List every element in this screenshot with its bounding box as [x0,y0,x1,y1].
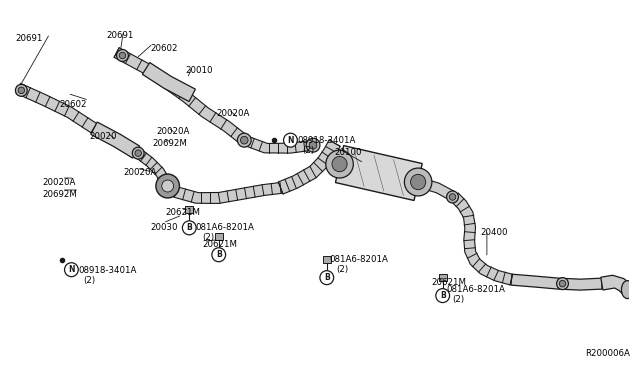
Polygon shape [335,145,422,201]
Circle shape [447,191,458,203]
Polygon shape [417,177,455,201]
Text: (2): (2) [202,233,214,242]
Text: 08918-3401A: 08918-3401A [298,136,356,145]
Circle shape [436,289,449,302]
Circle shape [411,174,426,190]
FancyBboxPatch shape [186,206,193,213]
Circle shape [15,84,28,96]
Circle shape [156,174,179,198]
Circle shape [284,133,298,147]
Text: B: B [186,223,192,232]
Text: 08918-3401A: 08918-3401A [78,266,137,275]
Polygon shape [114,48,248,144]
Polygon shape [601,275,632,295]
Text: 20692M: 20692M [152,139,187,148]
Text: 081A6-8201A: 081A6-8201A [447,285,506,294]
Text: 20020A: 20020A [42,178,76,187]
Circle shape [135,150,141,156]
Circle shape [306,138,320,152]
Text: 20020: 20020 [89,132,116,141]
FancyBboxPatch shape [215,233,223,240]
Polygon shape [16,83,97,133]
Text: 20020A: 20020A [217,109,250,118]
Circle shape [182,221,196,235]
Text: 20692M: 20692M [42,190,77,199]
Polygon shape [243,135,314,153]
Text: 20621M: 20621M [202,240,237,249]
Ellipse shape [621,280,633,299]
Text: R200006A: R200006A [585,349,630,358]
Circle shape [449,194,456,200]
Circle shape [18,87,24,94]
Text: N: N [68,265,75,274]
Text: 20602: 20602 [150,44,177,52]
Polygon shape [451,193,513,285]
Text: N: N [287,136,294,145]
Polygon shape [142,62,195,102]
Circle shape [332,156,347,172]
Circle shape [65,263,78,277]
Circle shape [237,133,251,147]
Circle shape [132,147,144,159]
Circle shape [241,136,248,144]
Text: 20621M: 20621M [431,278,466,287]
Circle shape [119,52,125,59]
Text: 20602: 20602 [60,100,87,109]
Text: (2): (2) [302,146,314,155]
Circle shape [320,271,333,285]
Circle shape [309,141,317,149]
Polygon shape [174,183,281,203]
Text: 20020A: 20020A [124,168,157,177]
Circle shape [162,180,173,192]
FancyBboxPatch shape [439,274,447,280]
Text: 20691: 20691 [15,33,43,42]
Circle shape [404,168,432,196]
Text: 20621M: 20621M [166,208,201,217]
Polygon shape [278,140,340,194]
Text: 20400: 20400 [480,228,508,237]
Circle shape [557,278,568,290]
Circle shape [116,49,129,61]
Text: (2): (2) [452,295,465,304]
Text: 20100: 20100 [335,148,362,157]
Text: 20691: 20691 [107,31,134,39]
Text: B: B [216,250,221,259]
Text: 081A6-8201A: 081A6-8201A [330,255,388,264]
Circle shape [212,248,226,262]
Polygon shape [91,122,140,158]
Polygon shape [511,274,602,290]
Text: (2): (2) [337,265,349,274]
Circle shape [326,150,353,178]
Text: B: B [440,291,445,300]
Text: 20030: 20030 [150,223,177,232]
Text: 081A6-8201A: 081A6-8201A [195,223,254,232]
Text: 20020A: 20020A [156,127,189,136]
Circle shape [559,280,566,287]
FancyBboxPatch shape [323,256,331,263]
Polygon shape [135,149,170,185]
Text: B: B [324,273,330,282]
Text: 20010: 20010 [186,67,213,76]
Text: (2): (2) [83,276,95,285]
